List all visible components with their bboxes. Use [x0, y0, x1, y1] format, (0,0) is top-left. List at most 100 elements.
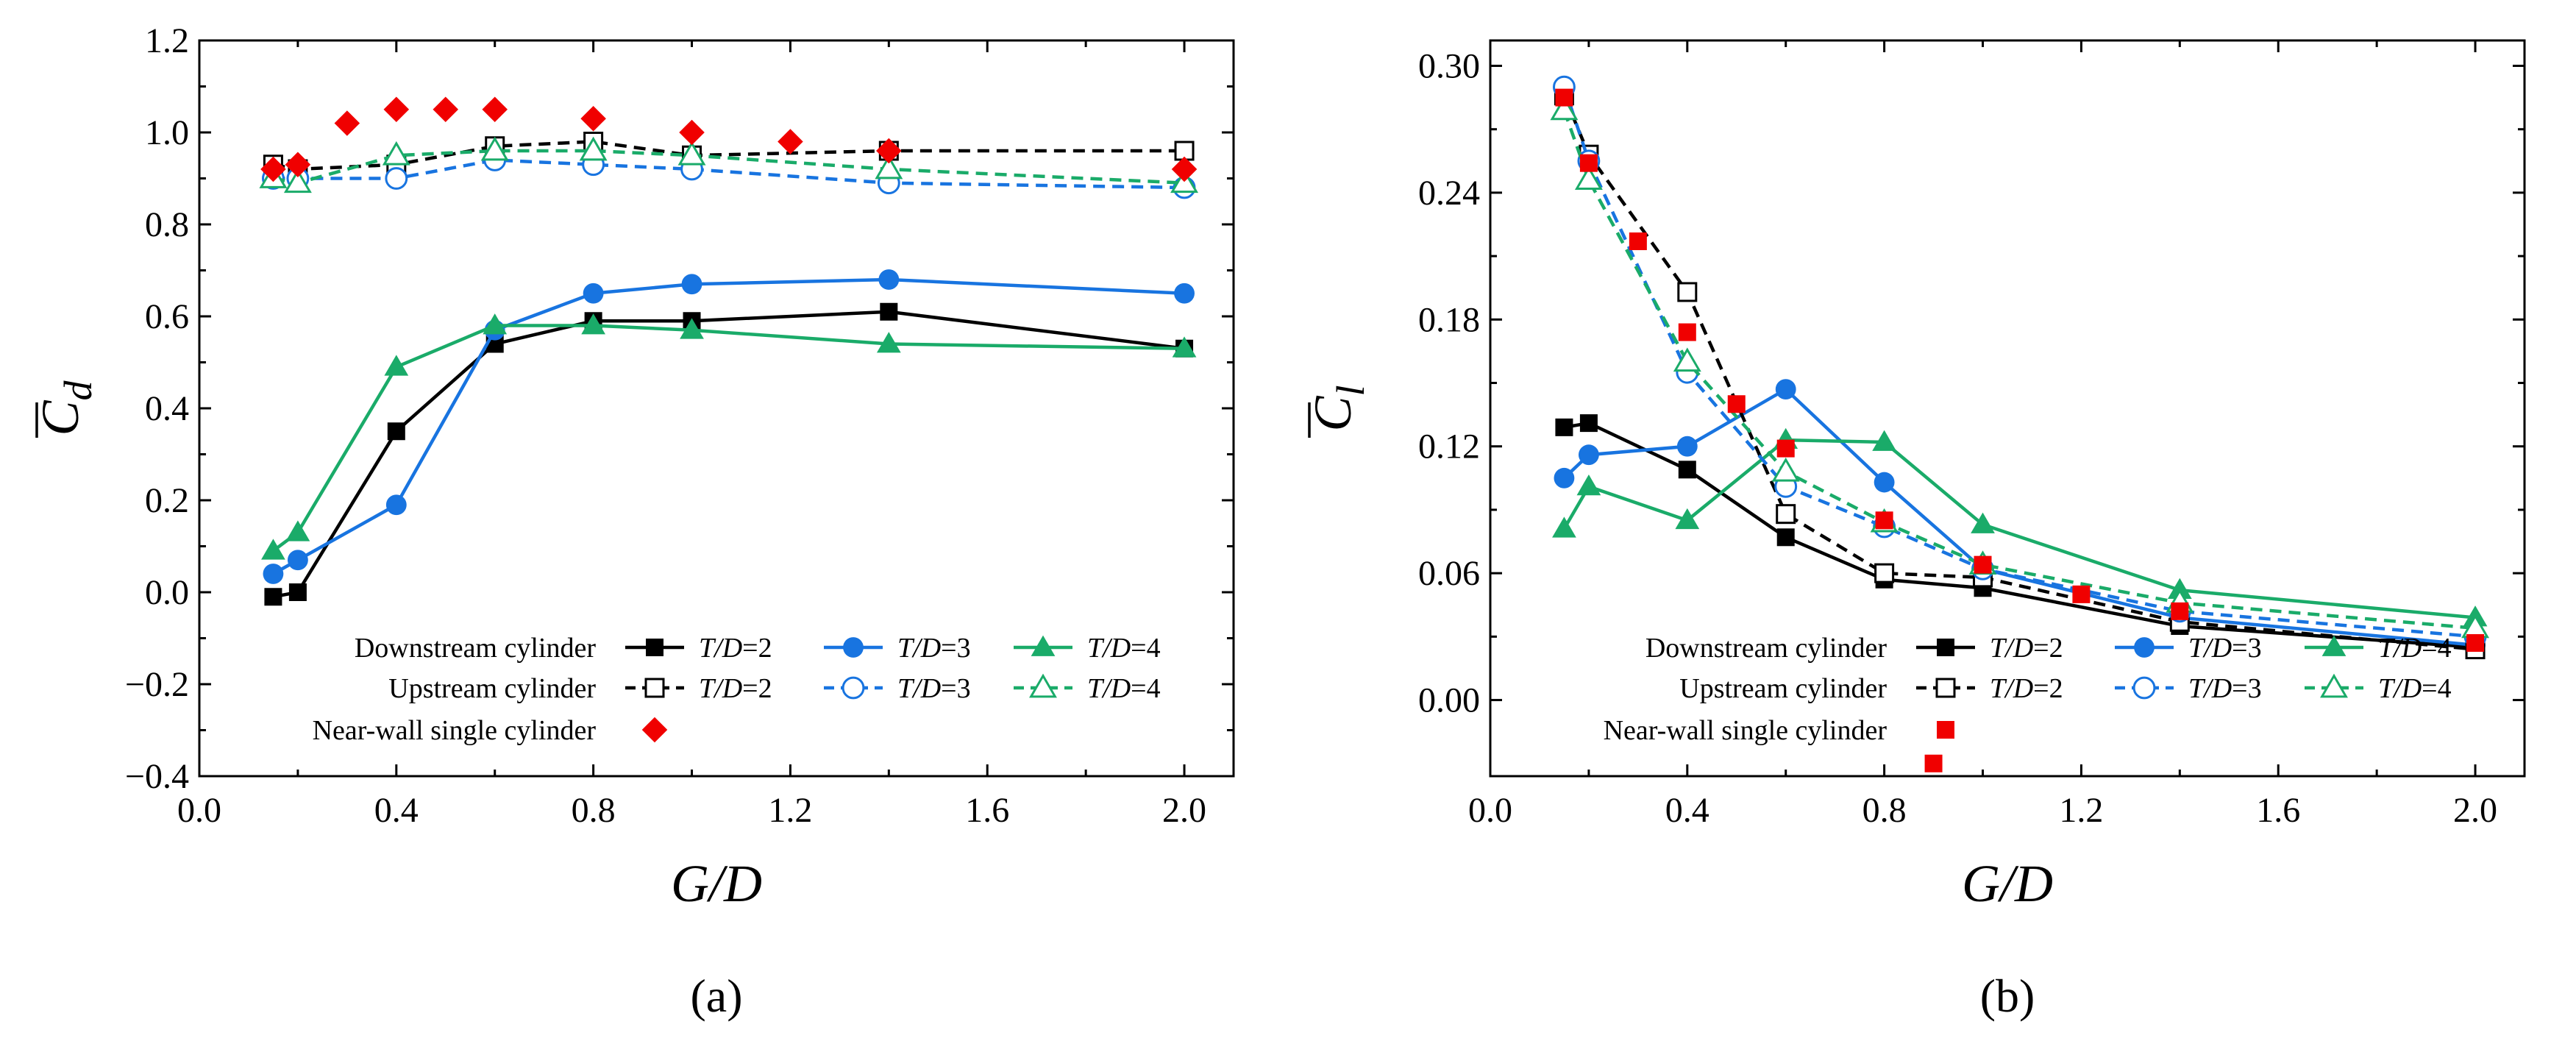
data-point — [260, 156, 286, 182]
x-tick-label: 0.0 — [177, 791, 221, 830]
series-downstream-cylinder-t-d-2 — [264, 302, 1194, 606]
legend-entry-var: T/D — [2378, 673, 2422, 704]
legend-entry-var: T/D — [1087, 673, 1131, 704]
series-line — [1562, 110, 2476, 630]
legend-entry-label: T/D=2 — [699, 673, 772, 704]
legend-row-label: Near-wall single cylinder — [313, 715, 597, 746]
legend-marker — [1029, 673, 1057, 698]
data-point — [1776, 504, 1796, 525]
legend-entry-val: =4 — [2422, 633, 2451, 664]
data-point — [581, 313, 605, 335]
data-point — [1171, 156, 1198, 182]
legend-marker — [644, 678, 665, 698]
y-axis-title-group: Cd — [31, 380, 100, 438]
data-point — [1924, 754, 1943, 772]
data-point — [1974, 555, 1992, 574]
data-point — [880, 302, 898, 321]
data-point — [1576, 474, 1601, 496]
series-line — [273, 158, 1185, 190]
legend-entry-label: T/D=3 — [2188, 673, 2262, 704]
data-point — [681, 274, 702, 295]
series-near-wall-single-cylinder — [260, 96, 1198, 182]
legend-entry-var: T/D — [699, 673, 742, 704]
legend-row-label: Near-wall single cylinder — [1604, 715, 1887, 746]
x-tick-label: 2.0 — [2453, 791, 2497, 830]
data-point — [1676, 436, 1698, 457]
legend-entry-val: =4 — [2422, 673, 2451, 704]
data-point — [679, 119, 705, 146]
legend-entry-var: T/D — [2378, 633, 2422, 664]
data-point — [1775, 379, 1796, 400]
legend-entry-var: T/D — [2188, 633, 2232, 664]
data-point — [483, 313, 508, 335]
y-tick-label: 0.12 — [1418, 427, 1480, 466]
panel-label: (b) — [1980, 970, 2035, 1022]
legend-entry-var: T/D — [1990, 673, 2033, 704]
legend-entry-label: T/D=4 — [2378, 673, 2452, 704]
data-point — [1872, 430, 1896, 451]
y-axis-title-group: Cl — [1303, 385, 1373, 438]
legend-entry-var: T/D — [897, 673, 941, 704]
data-point — [1874, 563, 1895, 583]
data-point — [1578, 444, 1599, 466]
x-tick-label: 1.2 — [2059, 791, 2103, 830]
data-point — [677, 141, 706, 166]
data-point — [480, 136, 509, 161]
data-point — [875, 154, 903, 180]
data-point — [1776, 528, 1795, 547]
legend-entry-val: =2 — [742, 633, 772, 664]
chart-panel-b: 0.0 0.4 0.8 1.2 1.6 2.0 0.00 0.06 0.12 0.18 0.24 0.… — [1303, 39, 2526, 1022]
data-point — [579, 136, 608, 161]
series-line — [272, 277, 1185, 575]
data-point — [876, 332, 901, 353]
data-point — [385, 167, 408, 190]
y-tick-label: 0.8 — [145, 205, 189, 244]
y-axis-title-main: C — [1303, 396, 1362, 432]
legend-marker — [1031, 635, 1056, 656]
data-point — [285, 520, 310, 541]
series-line — [1562, 94, 2476, 651]
data-point — [680, 318, 704, 339]
legend: Downstream cylinder Upstream cylinder Near… — [313, 633, 1161, 746]
data-point — [285, 152, 311, 178]
data-point — [1174, 283, 1195, 304]
series-line — [272, 324, 1185, 553]
data-point — [1677, 282, 1698, 302]
legend-marker — [2132, 676, 2156, 700]
legend-entry-label: T/D=2 — [1990, 633, 2063, 664]
data-point — [264, 588, 282, 606]
data-point — [878, 269, 900, 290]
x-tick-label: 0.0 — [1468, 791, 1512, 830]
data-point — [1579, 414, 1598, 433]
data-point — [580, 105, 606, 132]
data-point — [261, 539, 285, 560]
data-point — [263, 564, 284, 584]
x-tick-label: 1.6 — [965, 791, 1009, 830]
data-point — [1579, 154, 1598, 172]
data-point — [433, 96, 459, 123]
x-tick-label: 0.8 — [1862, 791, 1907, 830]
data-point — [1771, 457, 1800, 482]
data-point — [1675, 508, 1700, 530]
data-point — [1874, 472, 1895, 493]
legend-entry-val: =4 — [1131, 633, 1160, 664]
legend-marker — [842, 676, 865, 700]
legend-row-label: Downstream cylinder — [1645, 633, 1887, 664]
data-point — [876, 138, 902, 164]
data-point — [1574, 166, 1603, 191]
legend-row-label: Upstream cylinder — [388, 673, 596, 704]
data-point — [1875, 511, 1893, 530]
legend-marker — [646, 639, 663, 656]
y-tick-label: 0.00 — [1418, 681, 1480, 720]
legend-entry-label: T/D=3 — [897, 673, 971, 704]
series-line — [1562, 387, 2476, 647]
legend-row-label: Downstream cylinder — [355, 633, 597, 664]
y-axis-title-main: C — [31, 400, 90, 436]
y-tick-label: 0.2 — [145, 481, 189, 520]
legend-entry-var: T/D — [1087, 633, 1131, 664]
y-tick-label: 0.6 — [145, 297, 189, 336]
series-line — [1562, 438, 2476, 619]
data-point — [2171, 602, 2189, 620]
y-tick-label: 0.06 — [1418, 554, 1480, 593]
